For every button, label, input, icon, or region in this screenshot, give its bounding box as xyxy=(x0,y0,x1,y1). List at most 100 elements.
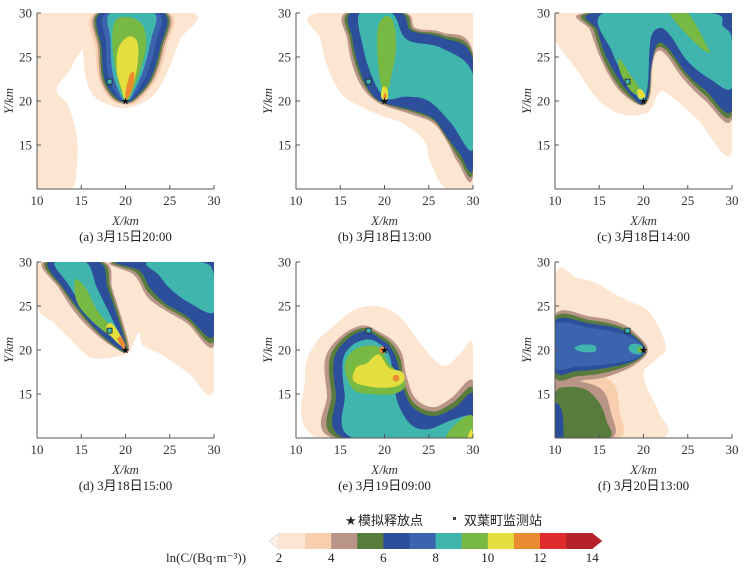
contour-region-level-11 xyxy=(125,72,135,100)
y-tick-label: 25 xyxy=(19,299,32,314)
x-axis-label: X/km xyxy=(370,462,398,477)
legend-station-label: 双葉町监测站 xyxy=(464,513,542,528)
panel-caption: (a) 3月15日20:00 xyxy=(79,229,172,244)
x-tick-label: 30 xyxy=(208,442,221,457)
x-tick-label: 25 xyxy=(163,442,176,457)
contour-region-level-2 xyxy=(37,13,92,189)
x-tick-label: 25 xyxy=(681,193,694,208)
station-marker xyxy=(106,327,113,334)
colorbar-segment xyxy=(383,533,410,549)
star-icon: ★ xyxy=(345,513,357,528)
y-tick-label: 25 xyxy=(19,50,32,65)
contour-panel: ★ 10 15 20 25 30 15 20 25 30 X/km Y/km (f) 3月20日13:0… xyxy=(519,255,739,494)
station-marker xyxy=(365,327,372,334)
contour-panel: ★ 10 15 20 25 30 15 20 25 30 X/km Y/km (e) 3月19日09:0… xyxy=(260,255,480,494)
source-star-marker: ★ xyxy=(639,97,648,108)
station-marker xyxy=(106,78,113,85)
contour-region-level-11 xyxy=(117,336,126,350)
contour-region-level-9 xyxy=(637,346,644,353)
y-tick-label: 20 xyxy=(278,94,291,109)
colorbar-segment xyxy=(279,533,306,549)
x-tick-label: 20 xyxy=(119,193,132,208)
colorbar-tick-label: 10 xyxy=(481,550,494,565)
contour-region-level-9 xyxy=(669,13,711,53)
station-marker xyxy=(624,78,631,85)
colorbar-label: ln(C/(Bq·m⁻³)) xyxy=(166,550,246,565)
contour-region-level-8 xyxy=(145,262,214,314)
contour-region-level-11 xyxy=(392,374,400,382)
y-tick-label: 15 xyxy=(537,387,550,402)
contour-region-level-10 xyxy=(352,354,405,388)
contour-fills xyxy=(37,13,199,189)
contour-fills xyxy=(555,13,732,157)
x-tick-label: 15 xyxy=(593,442,606,457)
contour-region-level-8 xyxy=(574,344,597,353)
panel-caption: (c) 3月18日14:00 xyxy=(597,229,690,244)
y-axis-label: Y/km xyxy=(260,337,275,363)
colorbar-segment xyxy=(566,533,593,549)
x-tick-label: 15 xyxy=(334,442,347,457)
contour-fills xyxy=(307,13,473,189)
colorbar-segment xyxy=(357,533,384,549)
colorbar-segment xyxy=(540,533,567,549)
y-tick-label: 20 xyxy=(537,343,550,358)
colorbar-over-arrow xyxy=(592,533,603,549)
colorbar-tick-label: 6 xyxy=(380,550,387,565)
x-tick-label: 25 xyxy=(422,442,435,457)
x-tick-label: 10 xyxy=(31,193,44,208)
contour-panels: ★ 10 15 20 25 30 15 20 25 30 X/km Y/km (a) 3月15日20:0… xyxy=(1,6,739,494)
x-tick-label: 30 xyxy=(467,193,480,208)
station-marker xyxy=(365,78,372,85)
contour-panel: ★ 10 15 20 25 30 15 20 25 30 X/km Y/km (b) 3月18日13:0… xyxy=(260,6,480,245)
y-axis-label: Y/km xyxy=(1,88,16,114)
x-tick-label: 15 xyxy=(334,193,347,208)
contour-region-level-9 xyxy=(618,58,640,95)
panel-caption: (d) 3月18日15:00 xyxy=(79,478,173,493)
x-axis-label: X/km xyxy=(111,462,139,477)
contour-region-level-11 xyxy=(383,92,387,99)
source-star-marker: ★ xyxy=(380,346,389,357)
contour-region-level-6 xyxy=(555,403,564,438)
station-marker xyxy=(624,327,631,334)
colorbar-tick-label: 2 xyxy=(276,550,283,565)
panel-caption: (f) 3月20日13:00 xyxy=(598,478,689,493)
legend-station-item: 双葉町监测站 xyxy=(453,513,542,528)
x-tick-label: 30 xyxy=(467,442,480,457)
y-tick-label: 15 xyxy=(278,138,291,153)
x-tick-label: 30 xyxy=(726,442,739,457)
y-tick-label: 30 xyxy=(537,255,550,270)
contour-region-level-10 xyxy=(467,429,473,438)
y-axis-label: Y/km xyxy=(260,88,275,114)
contour-region-level-11 xyxy=(379,346,387,354)
colorbar-tick-label: 12 xyxy=(534,550,547,565)
y-tick-label: 30 xyxy=(278,255,291,270)
contour-region-level-7 xyxy=(555,322,645,370)
y-tick-label: 20 xyxy=(19,94,32,109)
x-tick-label: 10 xyxy=(31,442,44,457)
station-marker-icon xyxy=(453,517,456,520)
y-tick-label: 30 xyxy=(278,6,291,21)
contour-region-level-5 xyxy=(555,386,612,438)
y-tick-label: 25 xyxy=(537,299,550,314)
panel-caption: (b) 3月18日13:00 xyxy=(338,229,432,244)
contour-fills xyxy=(37,262,214,396)
source-star-marker: ★ xyxy=(121,346,130,357)
colorbar-tick-label: 8 xyxy=(432,550,439,565)
x-axis-label: X/km xyxy=(629,462,657,477)
y-tick-label: 25 xyxy=(537,50,550,65)
y-tick-label: 15 xyxy=(537,138,550,153)
contour-fills xyxy=(301,305,473,438)
contour-region-level-9 xyxy=(377,15,397,94)
source-star-marker: ★ xyxy=(639,346,648,357)
colorbar-segment xyxy=(305,533,332,549)
x-tick-label: 20 xyxy=(378,442,391,457)
colorbar-tick-label: 4 xyxy=(328,550,335,565)
colorbar-segment xyxy=(461,533,489,549)
colorbar-under-arrow xyxy=(268,532,280,550)
x-tick-label: 10 xyxy=(290,193,303,208)
colorbar-segment xyxy=(513,533,541,549)
x-tick-label: 20 xyxy=(378,193,391,208)
colorbar-segment xyxy=(331,533,358,549)
x-tick-label: 10 xyxy=(549,442,562,457)
